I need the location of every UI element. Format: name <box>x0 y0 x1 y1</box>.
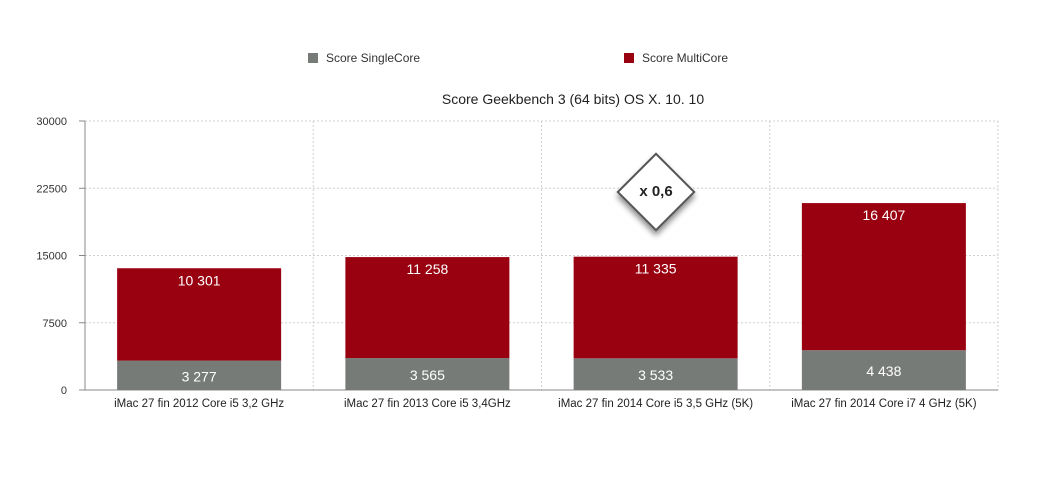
legend-multi: Score MultiCore <box>624 51 728 65</box>
legend-label-single: Score SingleCore <box>326 51 421 65</box>
data-label-multicore: 11 335 <box>635 261 677 277</box>
y-tick-label: 30000 <box>36 116 67 128</box>
legend-single: Score SingleCore <box>308 51 420 65</box>
bar-multicore <box>801 203 966 351</box>
y-tick-label: 0 <box>61 385 67 397</box>
bar-multicore <box>573 256 738 359</box>
data-label-multicore: 16 407 <box>862 207 905 223</box>
data-label-singlecore: 3 277 <box>182 368 217 384</box>
data-label-singlecore: 4 438 <box>866 363 901 379</box>
y-tick-label: 7500 <box>43 318 67 330</box>
chart-title: Score Geekbench 3 (64 bits) OS X. 10. 10 <box>441 91 705 107</box>
data-label-multicore: 11 258 <box>406 261 448 277</box>
legend-label-multi: Score MultiCore <box>642 51 729 65</box>
y-tick-label: 22500 <box>36 183 67 195</box>
legend-swatch-single <box>308 53 318 63</box>
bar-singlecore <box>345 358 510 390</box>
x-tick-label: iMac 27 fin 2012 Core i5 3,2 GHz <box>114 398 284 410</box>
y-tick-label: 15000 <box>36 251 67 263</box>
data-label-singlecore: 3 565 <box>410 367 445 383</box>
bar-singlecore <box>117 360 282 390</box>
bar-multicore <box>117 268 282 361</box>
bar-singlecore <box>801 350 966 390</box>
data-label-singlecore: 3 533 <box>638 367 673 383</box>
bar-singlecore <box>573 358 738 390</box>
x-tick-label: iMac 27 fin 2014 Core i7 4 GHz (5K) <box>791 398 977 410</box>
legend-swatch-multi <box>624 53 634 63</box>
ratio-badge: x 0,6 <box>616 152 696 232</box>
x-tick-label: iMac 27 fin 2014 Core i5 3,5 GHz (5K) <box>558 398 753 410</box>
badge-text: x 0,6 <box>639 183 673 200</box>
data-label-multicore: 10 301 <box>178 272 221 288</box>
x-tick-label: iMac 27 fin 2013 Core i5 3,4GHz <box>344 398 511 410</box>
bar-multicore <box>345 257 510 359</box>
